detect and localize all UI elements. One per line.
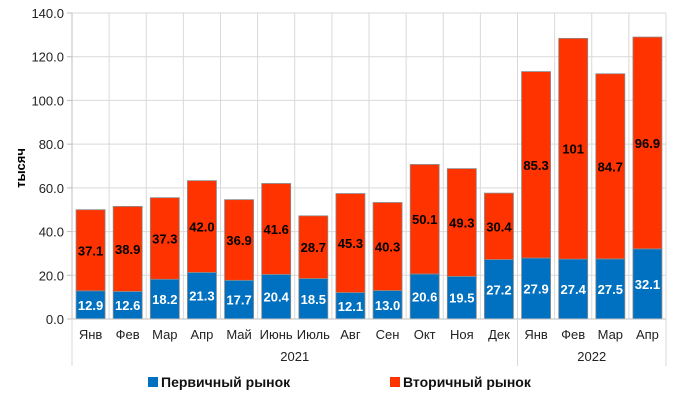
legend-label: Первичный рынок (161, 374, 291, 390)
legend-label: Вторичный рынок (403, 374, 532, 390)
data-label: 12.9 (78, 298, 103, 313)
x-tick-label: Мар (152, 327, 177, 342)
data-label: 45.3 (338, 236, 363, 251)
bar-segment-primary (558, 258, 589, 320)
data-label: 49.3 (449, 216, 474, 231)
x-tick-label: Окт (414, 327, 436, 342)
bar-segment-secondary (224, 199, 254, 281)
bar-segment-secondary (409, 164, 440, 275)
x-tick-label: Фев (116, 327, 140, 342)
bar-segment-secondary (298, 215, 329, 279)
data-label: 84.7 (598, 159, 623, 174)
bar-segment-primary (409, 273, 440, 320)
legend: Первичный рынок Вторичный рынок (148, 374, 532, 390)
x-tick-label: Май (226, 327, 251, 342)
x-tick-label: Июль (297, 327, 330, 342)
bar-segment-secondary (75, 209, 106, 292)
bar-segment-secondary (372, 202, 403, 291)
y-axis-label: тысяч (13, 148, 28, 188)
bar-segment-secondary (112, 206, 143, 292)
data-label: 13.0 (375, 298, 400, 313)
bar-segment-secondary (521, 71, 551, 259)
bar-segment-secondary (261, 183, 292, 275)
data-label: 37.1 (78, 243, 103, 258)
x-tick-label: Дек (488, 327, 510, 342)
data-label: 85.3 (523, 158, 548, 173)
group-label: 2022 (577, 349, 606, 364)
x-tick-label: Фев (561, 327, 585, 342)
data-label: 42.0 (189, 220, 214, 235)
x-tick-label: Янв (79, 327, 103, 342)
x-tick-label: Сен (376, 327, 400, 342)
data-label: 18.5 (301, 292, 326, 307)
bar-segment-primary (335, 292, 366, 320)
legend-swatch (148, 377, 158, 387)
data-label: 12.6 (115, 298, 140, 313)
bar-segment-secondary (558, 37, 589, 260)
data-label: 18.2 (152, 292, 177, 307)
bar-segment-primary (298, 278, 329, 320)
data-label: 101 (562, 142, 584, 157)
y-tick-label: 60.0 (39, 181, 64, 196)
bar-segment-secondary (484, 192, 514, 260)
y-tick-label: 100.0 (31, 93, 64, 108)
data-label: 20.6 (412, 289, 437, 304)
data-label: 37.3 (152, 231, 177, 246)
legend-swatch (390, 377, 400, 387)
group-label: 2021 (280, 349, 309, 364)
bars: 12.9 37.1 12.6 38.9 18.2 37.3 21.3 42.0 17.7 36.9… (75, 36, 663, 320)
bar-segment-secondary (632, 36, 663, 250)
x-tick-label: Янв (524, 327, 548, 342)
x-tick-label: Мар (598, 327, 623, 342)
bar-segment-secondary (595, 73, 626, 260)
data-label: 36.9 (226, 233, 251, 248)
x-tick-label: Июнь (260, 327, 293, 342)
bar-segment-secondary (335, 193, 366, 293)
data-label: 27.5 (598, 282, 623, 297)
bar-segment-secondary (149, 197, 180, 280)
bar-segment-primary (372, 290, 403, 320)
data-label: 27.4 (561, 282, 587, 297)
data-label: 96.9 (635, 136, 660, 151)
axes: 0.0 20.0 40.0 60.0 80.0 100.0 120.0 140.0 Янв Фев… (31, 6, 667, 366)
y-tick-label: 140.0 (31, 6, 64, 21)
data-label: 20.4 (264, 290, 290, 305)
bar-segment-primary (446, 275, 477, 320)
y-tick-label: 120.0 (31, 50, 64, 65)
x-tick-label: Апр (190, 327, 213, 342)
data-label: 40.3 (375, 240, 400, 255)
x-tick-label: Авг (340, 327, 361, 342)
x-tick-label: Ноя (450, 327, 474, 342)
bar-segment-secondary (187, 180, 217, 273)
x-tick-label: Апр (636, 327, 659, 342)
data-label: 41.6 (264, 222, 289, 237)
bar-segment-primary (149, 278, 180, 320)
y-tick-label: 20.0 (39, 268, 64, 283)
y-tick-label: 40.0 (39, 225, 64, 240)
data-label: 19.5 (449, 291, 474, 306)
grid (71, 12, 667, 320)
data-label: 30.4 (486, 219, 512, 234)
data-label: 27.9 (523, 282, 548, 297)
data-label: 12.1 (338, 299, 363, 314)
y-tick-label: 0.0 (46, 312, 64, 327)
y-tick-label: 80.0 (39, 137, 64, 152)
data-label: 28.7 (301, 240, 326, 255)
data-label: 27.2 (486, 282, 511, 297)
data-label: 38.9 (115, 242, 140, 257)
data-label: 50.1 (412, 212, 437, 227)
data-label: 17.7 (226, 293, 251, 308)
data-label: 21.3 (189, 289, 214, 304)
data-label: 32.1 (635, 277, 660, 292)
bar-segment-primary (632, 248, 663, 320)
bar-segment-secondary (446, 168, 477, 277)
